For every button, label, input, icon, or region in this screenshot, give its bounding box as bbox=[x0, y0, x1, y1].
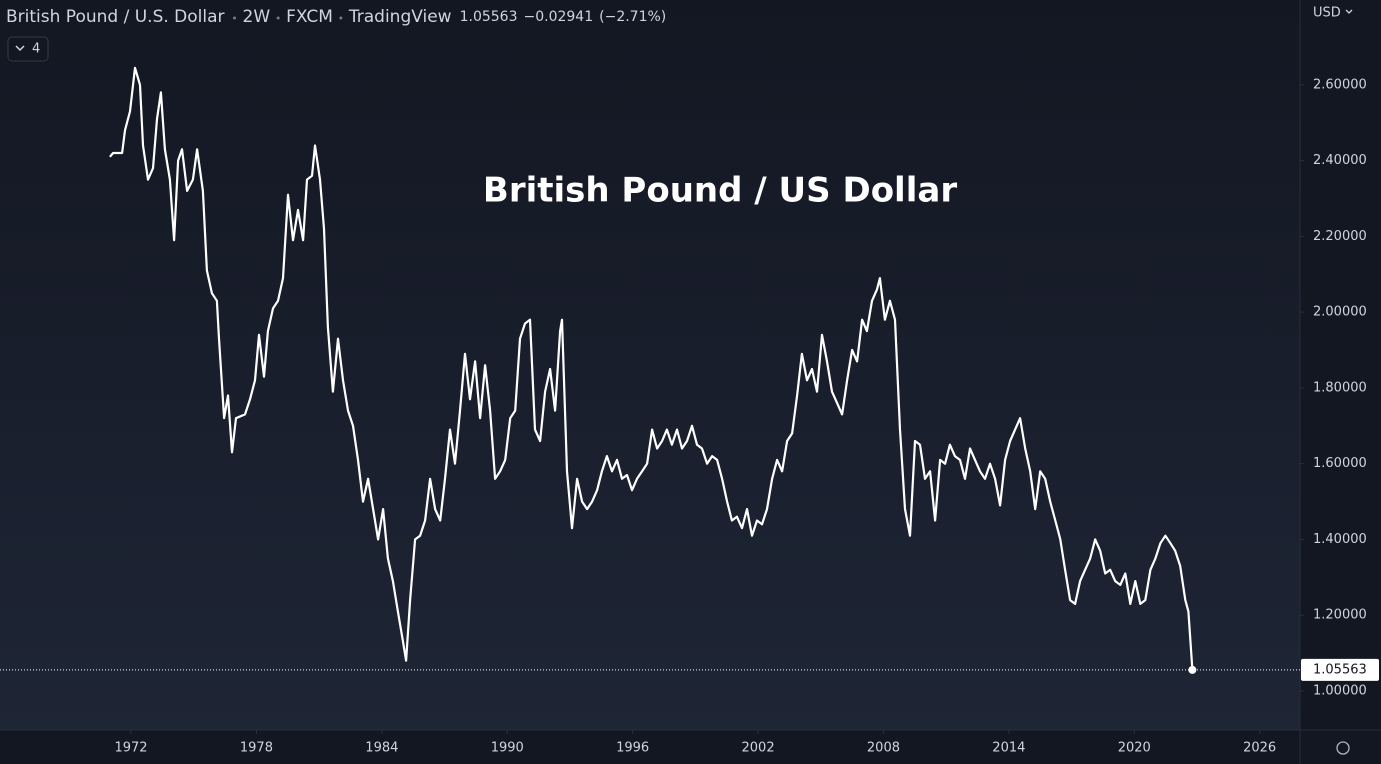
indicator-toggle[interactable] bbox=[7, 36, 49, 62]
time-axis-background bbox=[0, 730, 1300, 764]
x-tick-label: 1972 bbox=[114, 741, 147, 756]
x-tick-label: 2020 bbox=[1118, 741, 1151, 756]
separator-dot bbox=[339, 16, 343, 20]
x-tick-label: 2008 bbox=[867, 741, 900, 756]
y-tick-label: 2.00000 bbox=[1313, 305, 1367, 320]
y-tick-label: 2.60000 bbox=[1313, 77, 1367, 92]
change-percent: (−2.71%) bbox=[599, 9, 666, 25]
chart-annotation-title: British Pound / US Dollar bbox=[483, 171, 957, 211]
price-axis-background bbox=[1300, 0, 1381, 764]
exchange: FXCM bbox=[286, 7, 333, 27]
separator-dot bbox=[233, 16, 237, 20]
currency-chevron bbox=[1345, 9, 1353, 14]
settings-icon[interactable] bbox=[1336, 741, 1350, 755]
y-tick-label: 2.20000 bbox=[1313, 229, 1367, 244]
currency-label[interactable]: USD bbox=[1313, 6, 1341, 21]
y-tick-label: 1.80000 bbox=[1313, 380, 1367, 395]
x-tick-label: 1984 bbox=[365, 741, 398, 756]
x-tick-label: 2002 bbox=[742, 741, 775, 756]
last-point bbox=[1188, 665, 1197, 674]
x-tick-label: 1996 bbox=[616, 741, 649, 756]
price-line bbox=[109, 66, 1194, 670]
last-price: 1.05563 bbox=[460, 9, 518, 25]
change: −0.02941 bbox=[524, 9, 594, 25]
separator-dot bbox=[276, 16, 280, 20]
y-tick-label: 1.20000 bbox=[1313, 608, 1367, 623]
y-tick-label: 1.60000 bbox=[1313, 456, 1367, 471]
y-tick-label: 2.40000 bbox=[1313, 153, 1367, 168]
last-price-badge bbox=[1301, 658, 1379, 681]
header: British Pound / U.S. Dollar 2W FXCM Tradin… bbox=[6, 7, 666, 27]
y-tick-label: 1.00000 bbox=[1313, 683, 1367, 698]
x-tick-label: 2014 bbox=[992, 741, 1025, 756]
interval: 2W bbox=[243, 7, 271, 27]
x-tick-label: 2026 bbox=[1243, 741, 1276, 756]
plot-background bbox=[0, 0, 1300, 730]
x-tick-label: 1990 bbox=[491, 741, 524, 756]
chevron-icon bbox=[15, 45, 25, 52]
source: TradingView bbox=[348, 7, 452, 27]
symbol: British Pound / U.S. Dollar bbox=[6, 7, 225, 27]
indicator-count: 4 bbox=[32, 42, 40, 57]
y-tick-label: 1.40000 bbox=[1313, 532, 1367, 547]
x-tick-label: 1978 bbox=[240, 741, 273, 756]
last-price-label: 1.05563 bbox=[1313, 662, 1367, 677]
